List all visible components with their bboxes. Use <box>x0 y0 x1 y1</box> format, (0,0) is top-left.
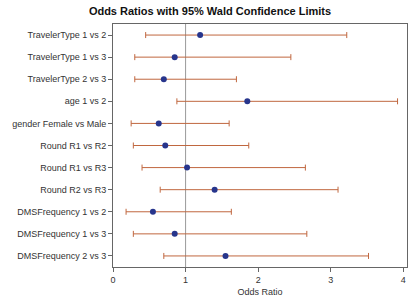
svg-text:TravelerType 1 vs 3: TravelerType 1 vs 3 <box>27 52 106 62</box>
svg-text:TravelerType 1 vs 2: TravelerType 1 vs 2 <box>27 30 106 40</box>
svg-text:0: 0 <box>110 275 115 285</box>
svg-text:Round R1 vs R3: Round R1 vs R3 <box>40 163 106 173</box>
svg-text:TravelerType 2 vs 3: TravelerType 2 vs 3 <box>27 74 106 84</box>
svg-text:Round R1 vs R2: Round R1 vs R2 <box>40 141 106 151</box>
svg-text:3: 3 <box>328 275 333 285</box>
svg-text:DMSFrequency 2 vs 3: DMSFrequency 2 vs 3 <box>17 251 106 261</box>
svg-text:age 1 vs 2: age 1 vs 2 <box>65 96 107 106</box>
svg-text:2: 2 <box>256 275 261 285</box>
svg-text:DMSFrequency 1 vs 3: DMSFrequency 1 vs 3 <box>17 229 106 239</box>
svg-text:DMSFrequency 1 vs 2: DMSFrequency 1 vs 2 <box>17 207 106 217</box>
svg-text:gender Female vs Male: gender Female vs Male <box>12 119 106 129</box>
svg-text:Odds Ratios with 95% Wald Conf: Odds Ratios with 95% Wald Confidence Lim… <box>89 5 331 17</box>
svg-text:Odds Ratio: Odds Ratio <box>237 287 282 297</box>
svg-text:4: 4 <box>401 275 406 285</box>
svg-text:1: 1 <box>183 275 188 285</box>
svg-text:Round R2 vs R3: Round R2 vs R3 <box>40 185 106 195</box>
